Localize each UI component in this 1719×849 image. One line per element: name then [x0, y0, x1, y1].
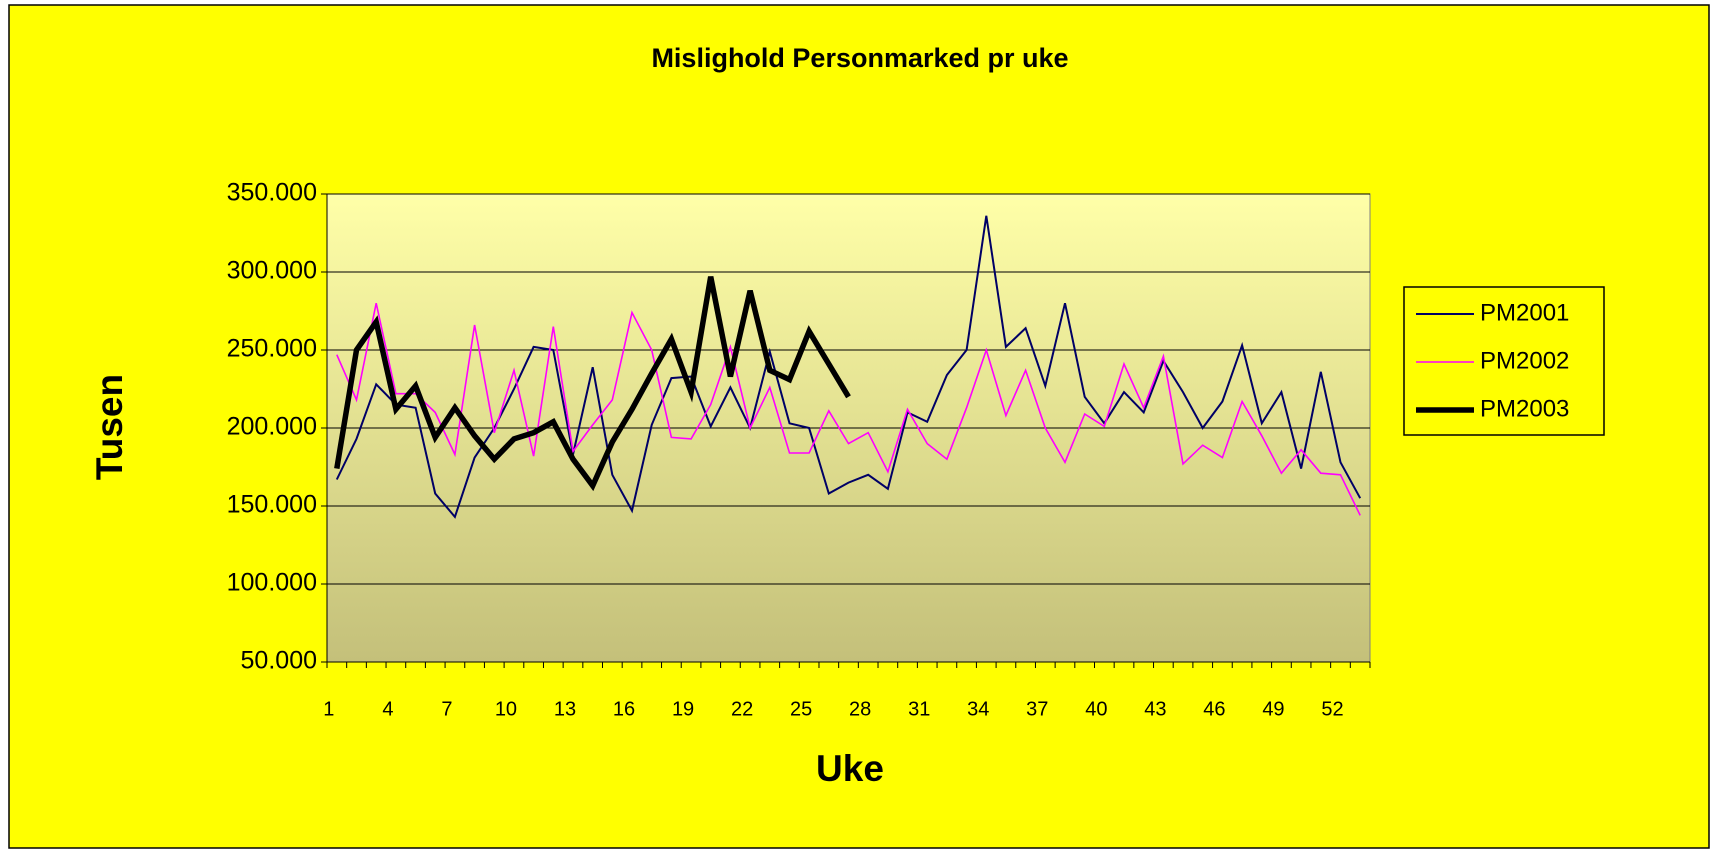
legend-label: PM2001 [1480, 299, 1569, 326]
x-tick-label: 7 [441, 698, 452, 720]
x-tick-label: 19 [672, 698, 694, 720]
y-tick-label: 100.000 [227, 569, 317, 597]
x-tick-label: 49 [1262, 698, 1284, 720]
series-line [336, 303, 1361, 516]
x-tick-label: 22 [731, 698, 753, 720]
legend-label: PM2002 [1480, 347, 1569, 374]
series-line [335, 215, 1362, 519]
x-tick-label: 31 [908, 698, 930, 720]
x-axis-title: Uke [816, 748, 884, 789]
y-tick-label: 150.000 [227, 491, 317, 519]
x-tick-label: 43 [1144, 698, 1166, 720]
y-tick-label: 300.000 [227, 257, 317, 285]
x-tick-label: 46 [1203, 698, 1225, 720]
x-tick-label: 4 [382, 698, 393, 720]
y-tick-label: 200.000 [227, 413, 317, 441]
x-tick-label: 1 [323, 698, 334, 720]
y-tick-label: 50.000 [241, 647, 317, 675]
y-tick-label: 250.000 [227, 335, 317, 363]
y-axis-title: Tusen [89, 374, 130, 480]
x-tick-label: 28 [849, 698, 871, 720]
x-tick-label: 37 [1026, 698, 1048, 720]
x-tick-label: 25 [790, 698, 812, 720]
x-tick-label: 40 [1085, 698, 1107, 720]
x-tick-label: 16 [613, 698, 635, 720]
x-tick-label: 10 [495, 698, 517, 720]
x-tick-label: 13 [554, 698, 576, 720]
x-tick-label: 34 [967, 698, 989, 720]
y-tick-label: 350.000 [227, 179, 317, 207]
x-tick-label: 52 [1321, 698, 1343, 720]
legend-label: PM2003 [1480, 395, 1569, 422]
chart-title: Mislighold Personmarked pr uke [651, 43, 1068, 73]
series-line [334, 276, 851, 492]
